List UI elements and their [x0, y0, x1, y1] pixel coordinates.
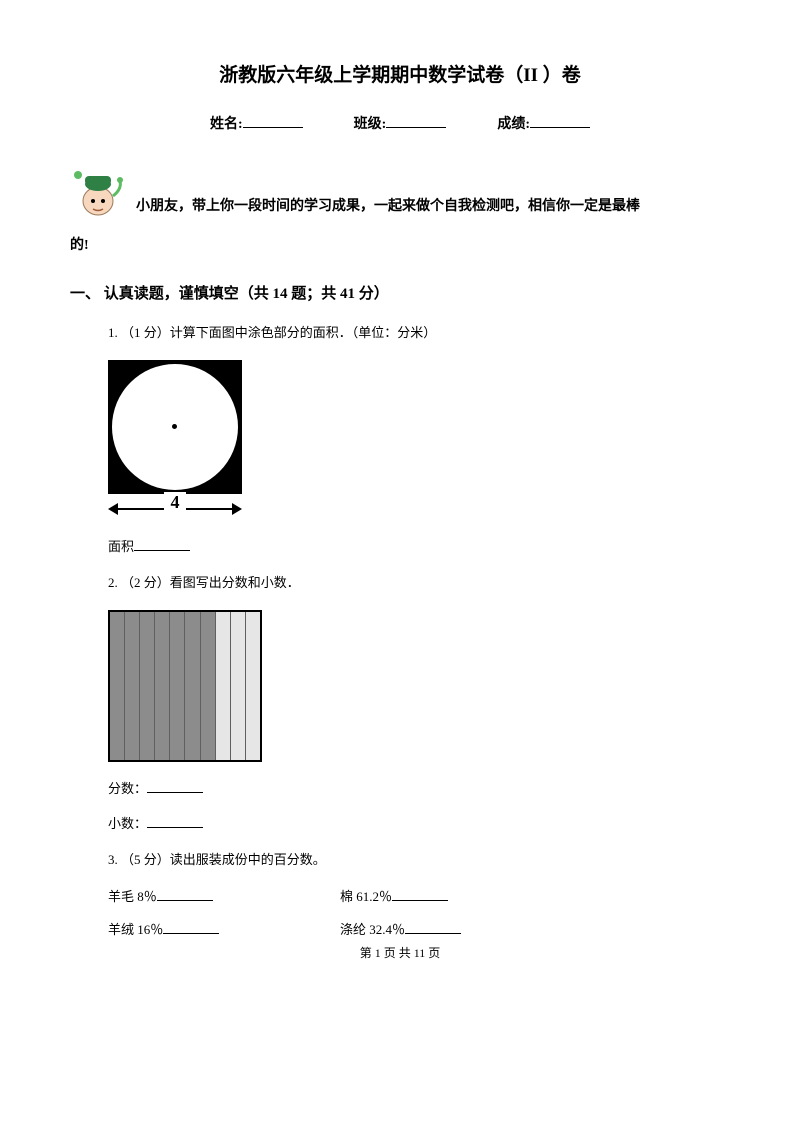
page-container: 浙教版六年级上学期期中数学试卷（II ）卷 姓名: 班级: 成绩: 小朋友，带上…	[0, 0, 800, 991]
q3-blank-3[interactable]	[405, 921, 461, 934]
q3-item-0: 羊毛 8％	[108, 889, 157, 904]
q3-item-3: 涤纶 32.4％	[340, 922, 405, 937]
q2-fraction-label: 分数：	[108, 781, 147, 796]
page-footer: 第 1 页 共 11 页	[70, 944, 730, 961]
intro-text-1: 小朋友，带上你一段时间的学习成果，一起来做个自我检测吧，相信你一定是最棒	[136, 192, 640, 223]
class-blank[interactable]	[386, 113, 446, 128]
mascot-icon	[70, 161, 128, 223]
student-info: 姓名: 班级: 成绩:	[70, 113, 730, 133]
footer-suffix: 页	[425, 946, 440, 960]
name-label: 姓名:	[210, 117, 243, 132]
q3-blank-1[interactable]	[392, 888, 448, 901]
arrow-right-icon	[232, 503, 242, 515]
q2-bar	[110, 612, 125, 760]
q3-text: 3. （5 分）读出服装成份中的百分数。	[108, 848, 730, 873]
q1-dimension: 4	[108, 496, 242, 520]
q3-blank-0[interactable]	[157, 888, 213, 901]
q2-text: 2. （2 分）看图写出分数和小数．	[108, 571, 730, 596]
q2-figure	[108, 610, 730, 762]
q1-square	[108, 360, 242, 494]
q1-dim-label: 4	[164, 492, 186, 513]
intro-text-2: 的!	[70, 231, 730, 260]
q3-row1: 羊毛 8％ 棉 61.2％	[108, 886, 730, 905]
page-title: 浙教版六年级上学期期中数学试卷（II ）卷	[70, 60, 730, 87]
q3-item-2: 羊绒 16％	[108, 922, 163, 937]
intro-row: 小朋友，带上你一段时间的学习成果，一起来做个自我检测吧，相信你一定是最棒	[70, 161, 730, 223]
name-blank[interactable]	[243, 113, 303, 128]
q2-decimal: 小数：	[108, 813, 730, 832]
q3-item-1: 棉 61.2％	[340, 889, 392, 904]
footer-mid: 页 共	[381, 946, 414, 960]
q2-bar	[140, 612, 155, 760]
q1-figure: 4	[108, 360, 730, 520]
q2-bar	[201, 612, 216, 760]
footer-prefix: 第	[360, 946, 375, 960]
q2-bar	[155, 612, 170, 760]
q3-blank-2[interactable]	[163, 921, 219, 934]
q1-answer-blank[interactable]	[134, 538, 190, 551]
q2-bar	[125, 612, 140, 760]
q2-decimal-label: 小数：	[108, 816, 147, 831]
q1-text: 1. （1 分）计算下面图中涂色部分的面积．（单位：分米）	[108, 321, 730, 346]
q2-bar	[185, 612, 200, 760]
q1-answer: 面积	[108, 536, 730, 555]
q1-answer-label: 面积	[108, 539, 134, 554]
q2-fraction-blank[interactable]	[147, 780, 203, 793]
q2-decimal-blank[interactable]	[147, 815, 203, 828]
score-label: 成绩:	[497, 117, 530, 132]
q2-bars	[108, 610, 262, 762]
q3-row2: 羊绒 16％ 涤纶 32.4％	[108, 919, 730, 938]
q2-bar	[216, 612, 231, 760]
class-label: 班级:	[354, 117, 387, 132]
q2-bar	[170, 612, 185, 760]
q2-fraction: 分数：	[108, 778, 730, 797]
section-1-header: 一、 认真读题，谨慎填空（共 14 题；共 41 分）	[70, 282, 730, 303]
q2-bar	[246, 612, 260, 760]
score-blank[interactable]	[530, 113, 590, 128]
footer-total: 11	[414, 946, 426, 960]
q2-bar	[231, 612, 246, 760]
